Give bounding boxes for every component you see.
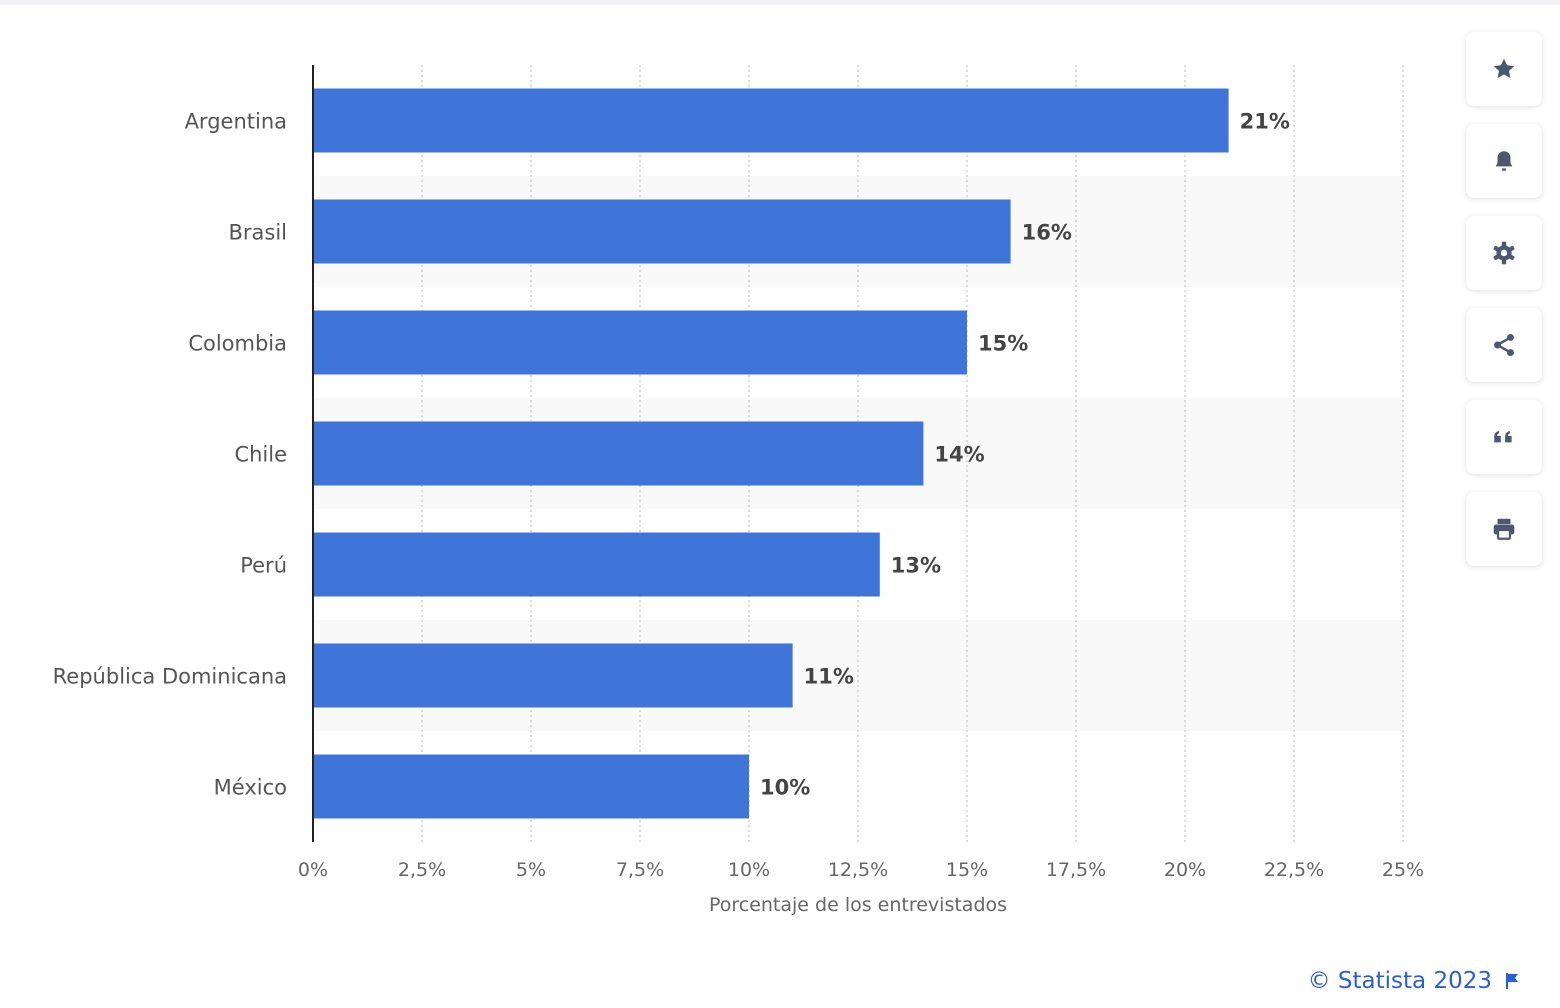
data-label: 14% xyxy=(934,443,984,467)
share-icon xyxy=(1494,333,1514,357)
data-label: 21% xyxy=(1240,110,1290,134)
x-tick-label: 25% xyxy=(1382,859,1424,881)
settings-button[interactable] xyxy=(1466,216,1542,290)
category-label: República Dominicana xyxy=(53,665,287,689)
data-label: 16% xyxy=(1022,221,1072,245)
bar xyxy=(313,88,1229,153)
footer: © Statista 2023 xyxy=(1308,968,1520,994)
share-button[interactable] xyxy=(1466,308,1542,382)
category-label: Chile xyxy=(234,443,287,467)
favorite-button[interactable] xyxy=(1466,32,1542,106)
cite-button[interactable] xyxy=(1466,400,1542,474)
gear-icon xyxy=(1493,241,1515,265)
copyright-link[interactable]: © Statista 2023 xyxy=(1307,968,1492,994)
bar xyxy=(313,199,1011,264)
x-tick-label: 17,5% xyxy=(1046,859,1106,881)
flag-icon[interactable] xyxy=(1504,972,1520,990)
data-label: 11% xyxy=(804,665,854,689)
category-label: Colombia xyxy=(188,332,287,356)
star-icon xyxy=(1493,58,1515,78)
bar xyxy=(313,310,967,375)
bar xyxy=(313,643,793,708)
data-label: 15% xyxy=(978,332,1028,356)
category-label: México xyxy=(214,776,287,800)
notification-button[interactable] xyxy=(1466,124,1542,198)
bar xyxy=(313,421,924,486)
x-tick-label: 15% xyxy=(946,859,988,881)
bar xyxy=(313,754,749,819)
x-tick-label: 10% xyxy=(728,859,770,881)
bar-chart: 0% 2,5% 5% 7,5% 10% 12,5% 15% 17,5% 20% 22,5% 25% A… xyxy=(53,65,1424,916)
sidebar-toolbar xyxy=(1466,32,1542,584)
x-axis-title: Porcentaje de los entrevistados xyxy=(709,894,1007,916)
bar xyxy=(313,532,880,597)
x-tick-label: 2,5% xyxy=(398,859,446,881)
data-label: 13% xyxy=(891,554,941,578)
bell-icon xyxy=(1495,151,1513,171)
x-tick-label: 5% xyxy=(516,859,546,881)
data-label: 10% xyxy=(760,776,810,800)
category-label: Argentina xyxy=(185,110,287,134)
x-tick-label: 22,5% xyxy=(1264,859,1324,881)
quote-icon xyxy=(1494,431,1512,443)
print-icon xyxy=(1493,518,1515,540)
category-label: Brasil xyxy=(228,221,287,245)
x-tick-label: 0% xyxy=(298,859,328,881)
x-tick-label: 7,5% xyxy=(616,859,664,881)
category-label: Perú xyxy=(240,554,287,578)
x-tick-label: 12,5% xyxy=(828,859,888,881)
x-tick-label: 20% xyxy=(1164,859,1206,881)
top-strip xyxy=(0,0,1560,5)
print-button[interactable] xyxy=(1466,492,1542,566)
